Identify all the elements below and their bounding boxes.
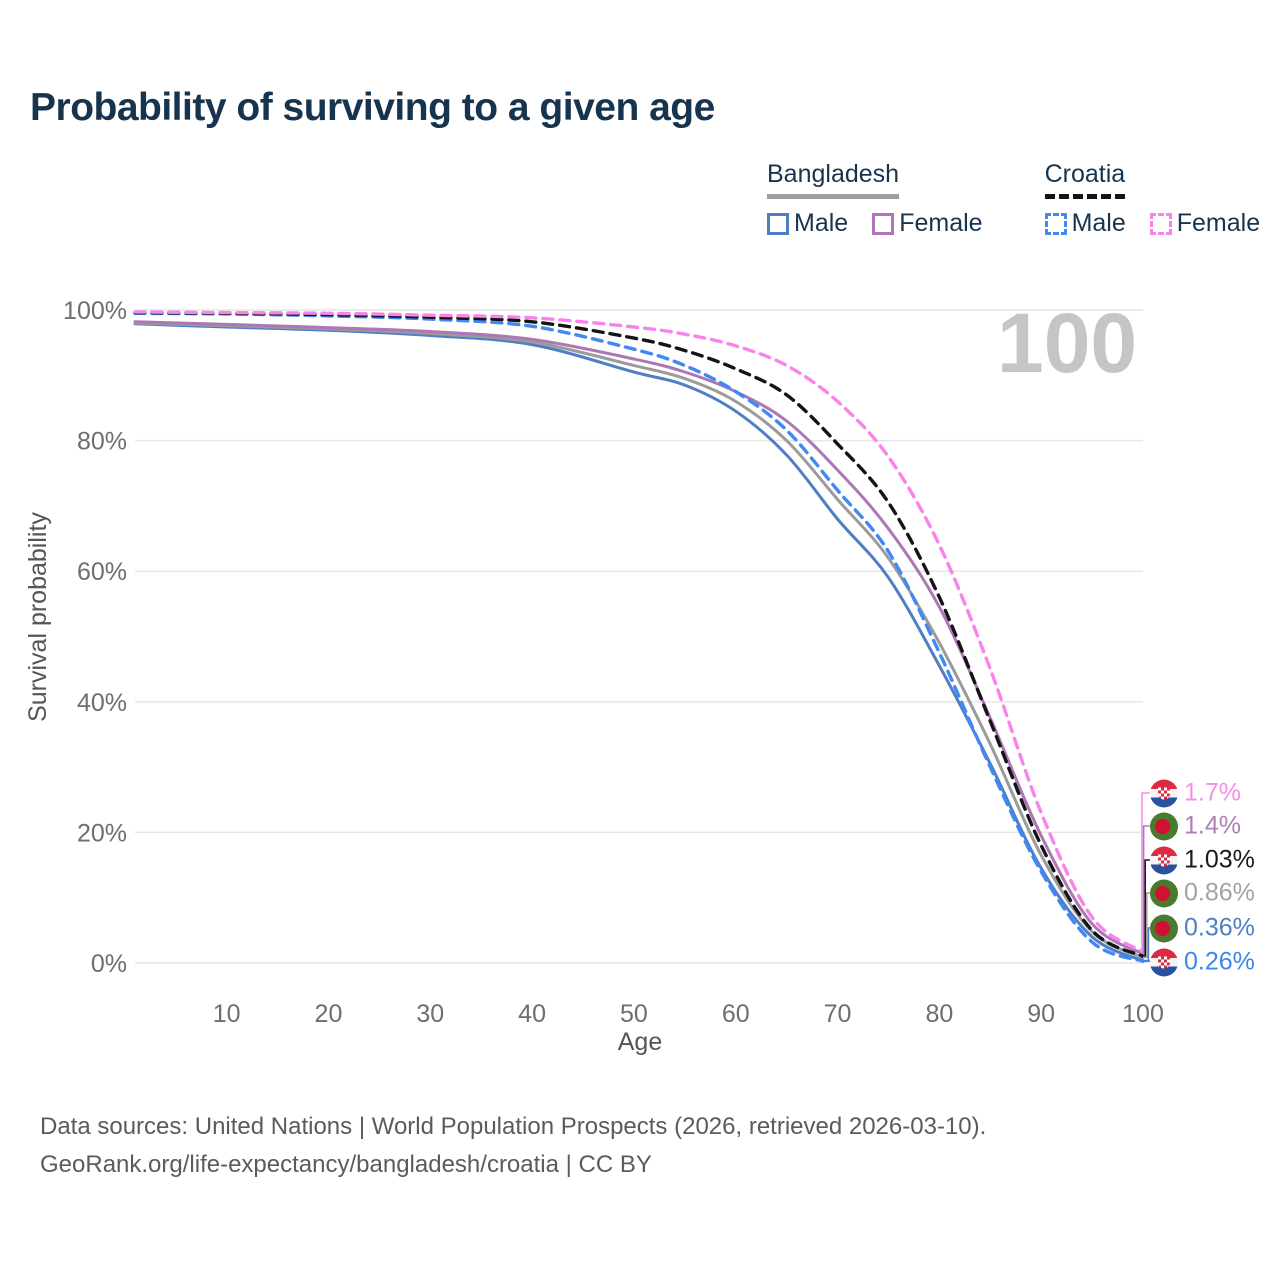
legend-items-croatia: Male Female — [1044, 209, 1261, 238]
legend-item-bangladesh-female[interactable]: Female — [872, 209, 983, 238]
y-tick-60: 60% — [77, 558, 127, 586]
y-tick-80: 80% — [77, 428, 127, 456]
legend: Bangladesh Male Female Croatia Male — [767, 160, 1260, 238]
x-tick-30: 30 — [416, 1000, 444, 1028]
end-label-value: 1.4% — [1184, 811, 1241, 840]
legend-group-croatia: Croatia Male Female — [1044, 160, 1261, 238]
end-label-bangladesh-total[interactable]: 0.86% — [1150, 879, 1255, 908]
legend-swatch-croatia-female — [1149, 212, 1172, 235]
legend-swatch-croatia-male — [1044, 212, 1067, 235]
x-tick-10: 10 — [213, 1000, 241, 1028]
y-tick-40: 40% — [77, 689, 127, 717]
croatia-flag-icon — [1150, 948, 1178, 976]
x-axis-label: Age — [618, 1028, 662, 1056]
end-label-bangladesh-female[interactable]: 1.4% — [1150, 812, 1241, 841]
end-label-croatia-female[interactable]: 1.7% — [1150, 779, 1241, 808]
end-label-bangladesh-male[interactable]: 0.36% — [1150, 914, 1255, 943]
curve-bangladesh-male — [133, 322, 1145, 963]
connector-bangladesh-female — [1142, 825, 1150, 955]
y-tick-0: 0% — [91, 950, 127, 978]
legend-header-bangladesh[interactable]: Bangladesh — [767, 160, 900, 199]
curve-croatia-female — [133, 310, 1145, 954]
footer-data-sources: Data sources: United Nations | World Pop… — [40, 1113, 987, 1140]
footer-attribution[interactable]: GeoRank.org/life-expectancy/bangladesh/c… — [40, 1151, 652, 1178]
legend-items-bangladesh: Male Female — [767, 209, 983, 238]
legend-item-croatia-male[interactable]: Male — [1044, 209, 1126, 238]
end-label-value: 0.26% — [1184, 947, 1255, 976]
y-tick-100: 100% — [63, 297, 127, 325]
end-label-croatia-total[interactable]: 1.03% — [1150, 846, 1255, 875]
x-tick-80: 80 — [925, 1000, 953, 1028]
connector-bangladesh — [1143, 892, 1150, 959]
legend-swatch-bangladesh-female — [872, 212, 895, 235]
x-tick-20: 20 — [315, 1000, 343, 1028]
legend-swatch-bangladesh-male — [767, 212, 789, 235]
legend-item-croatia-female[interactable]: Female — [1149, 209, 1261, 238]
end-label-value: 1.7% — [1184, 778, 1241, 807]
curve-croatia-total — [133, 310, 1145, 958]
legend-item-bangladesh-male[interactable]: Male — [767, 209, 848, 238]
legend-label-croatia-male: Male — [1071, 209, 1126, 237]
croatia-flag-icon — [1150, 846, 1178, 874]
connector-croatia-male — [1143, 960, 1151, 963]
bangladesh-flag-icon — [1150, 812, 1178, 840]
curve-croatia-male — [133, 311, 1145, 963]
page-title: Probability of surviving to a given age — [30, 86, 715, 129]
y-axis-label: Survival probability — [24, 512, 52, 722]
bangladesh-flag-icon — [1150, 914, 1178, 942]
end-label-value: 1.03% — [1184, 845, 1255, 874]
footer: Data sources: United Nations | World Pop… — [40, 1108, 986, 1184]
legend-group-bangladesh: Bangladesh Male Female — [767, 160, 983, 238]
end-label-value: 0.36% — [1184, 913, 1255, 942]
connector-croatia — [1143, 859, 1150, 958]
x-tick-50: 50 — [620, 1000, 648, 1028]
y-tick-20: 20% — [77, 819, 127, 847]
end-label-value: 0.86% — [1184, 878, 1255, 907]
legend-header-croatia[interactable]: Croatia — [1044, 160, 1126, 199]
curve-bangladesh-total — [133, 321, 1145, 959]
legend-label-bangladesh-male: Male — [794, 209, 849, 237]
curve-bangladesh-female — [133, 320, 1145, 956]
x-tick-90: 90 — [1027, 1000, 1055, 1028]
end-label-croatia-male[interactable]: 0.26% — [1150, 948, 1255, 977]
bangladesh-flag-icon — [1150, 879, 1178, 907]
legend-label-bangladesh-female: Female — [899, 209, 983, 237]
x-tick-100: 100 — [1122, 1000, 1164, 1028]
croatia-flag-icon — [1150, 779, 1178, 807]
legend-label-croatia-female: Female — [1176, 209, 1261, 237]
connector-croatia-female — [1141, 792, 1150, 953]
age-watermark: 100 — [997, 296, 1137, 390]
x-tick-60: 60 — [722, 1000, 750, 1028]
x-tick-40: 40 — [518, 1000, 546, 1028]
x-tick-70: 70 — [824, 1000, 852, 1028]
